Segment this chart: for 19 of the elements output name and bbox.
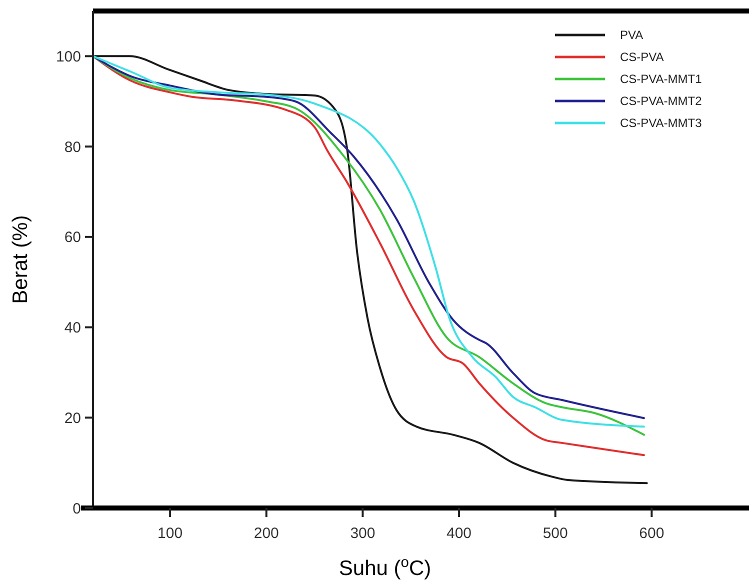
x-tick-label: 400 [446,525,472,542]
legend-label: PVA [620,28,644,42]
y-tick-label: 20 [64,410,81,427]
x-tick-label: 200 [254,525,279,542]
x-tick-label: 100 [158,525,183,542]
legend-label: CS-PVA-MMT3 [620,116,702,130]
x-tick-label: 300 [350,525,376,542]
x-tick-label: 500 [542,525,568,542]
x-axis-title: Suhu ($^{o}$C) [338,555,432,580]
legend-label: CS-PVA [620,50,664,64]
legend-label: CS-PVA-MMT1 [620,72,702,86]
legend-label: CS-PVA-MMT2 [620,94,702,108]
y-tick-label: 80 [64,138,81,156]
y-axis-title: Berat (%) [9,215,32,304]
y-tick-label: 100 [56,48,81,66]
x-tick-label: 600 [639,525,664,542]
y-tick-label: 60 [64,229,81,246]
y-tick-label: 40 [64,320,81,337]
y-tick-label: 0 [72,500,81,518]
